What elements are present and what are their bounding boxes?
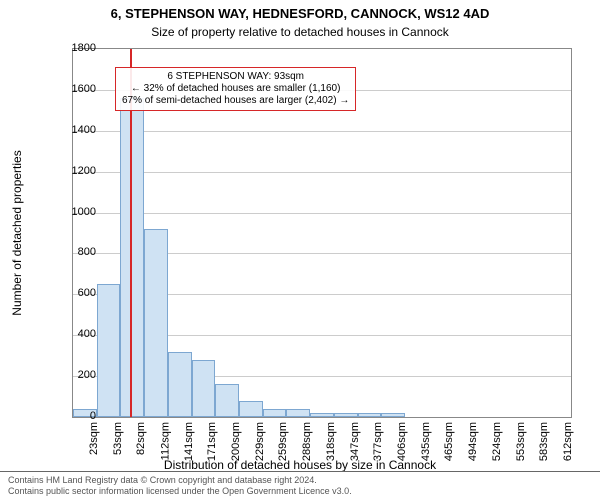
x-tick-label: 82sqm (135, 422, 147, 455)
histogram-bar (168, 352, 192, 417)
x-tick-label: 141sqm (183, 422, 195, 461)
histogram-bar (97, 284, 121, 417)
x-tick-label: 612sqm (562, 422, 574, 461)
histogram-bar (263, 409, 287, 417)
y-tick-label: 1200 (56, 165, 96, 177)
histogram-bar (239, 401, 263, 417)
x-tick-label: 377sqm (372, 422, 384, 461)
x-tick-label: 524sqm (491, 422, 503, 461)
annotation-line-3: 67% of semi-detached houses are larger (… (122, 95, 349, 107)
chart-title-sub: Size of property relative to detached ho… (0, 25, 600, 39)
chart-title-main: 6, STEPHENSON WAY, HEDNESFORD, CANNOCK, … (0, 6, 600, 21)
histogram-bar (310, 413, 334, 417)
y-axis-title: Number of detached properties (10, 150, 24, 315)
gridline (73, 213, 571, 214)
x-tick-label: 53sqm (112, 422, 124, 455)
y-tick-label: 1600 (56, 83, 96, 95)
x-tick-label: 288sqm (301, 422, 313, 461)
x-tick-label: 229sqm (254, 422, 266, 461)
chart-container: 6, STEPHENSON WAY, HEDNESFORD, CANNOCK, … (0, 0, 600, 500)
y-tick-label: 0 (56, 410, 96, 422)
x-tick-label: 347sqm (349, 422, 361, 461)
y-tick-label: 400 (56, 328, 96, 340)
x-tick-label: 553sqm (515, 422, 527, 461)
histogram-bar (144, 229, 168, 417)
x-tick-label: 23sqm (88, 422, 100, 455)
histogram-bar (215, 384, 239, 417)
histogram-bar (286, 409, 310, 417)
footer-line-2: Contains public sector information licen… (8, 486, 592, 497)
x-tick-label: 465sqm (444, 422, 456, 461)
x-tick-label: 406sqm (396, 422, 408, 461)
x-tick-label: 494sqm (467, 422, 479, 461)
y-tick-label: 1000 (56, 206, 96, 218)
y-tick-label: 800 (56, 246, 96, 258)
y-tick-label: 600 (56, 287, 96, 299)
x-tick-label: 435sqm (420, 422, 432, 461)
y-tick-label: 1400 (56, 124, 96, 136)
x-tick-label: 171sqm (206, 422, 218, 461)
footer-attribution: Contains HM Land Registry data © Crown c… (0, 471, 600, 500)
histogram-bar (192, 360, 216, 417)
x-tick-label: 318sqm (325, 422, 337, 461)
x-tick-label: 259sqm (278, 422, 290, 461)
annotation-line-1: 6 STEPHENSON WAY: 93sqm (122, 71, 349, 83)
gridline (73, 131, 571, 132)
annotation-box: 6 STEPHENSON WAY: 93sqm ← 32% of detache… (115, 67, 356, 111)
annotation-line-2: ← 32% of detached houses are smaller (1,… (122, 83, 349, 95)
x-axis-title: Distribution of detached houses by size … (0, 458, 600, 472)
plot-area: 6 STEPHENSON WAY: 93sqm ← 32% of detache… (72, 48, 572, 418)
footer-line-1: Contains HM Land Registry data © Crown c… (8, 475, 592, 486)
histogram-bar (381, 413, 405, 417)
gridline (73, 172, 571, 173)
y-tick-label: 200 (56, 369, 96, 381)
histogram-bar (120, 98, 144, 417)
histogram-bar (358, 413, 382, 417)
x-tick-label: 200sqm (230, 422, 242, 461)
y-tick-label: 1800 (56, 42, 96, 54)
x-tick-label: 112sqm (159, 422, 171, 460)
histogram-bar (334, 413, 358, 417)
x-tick-label: 583sqm (538, 422, 550, 461)
